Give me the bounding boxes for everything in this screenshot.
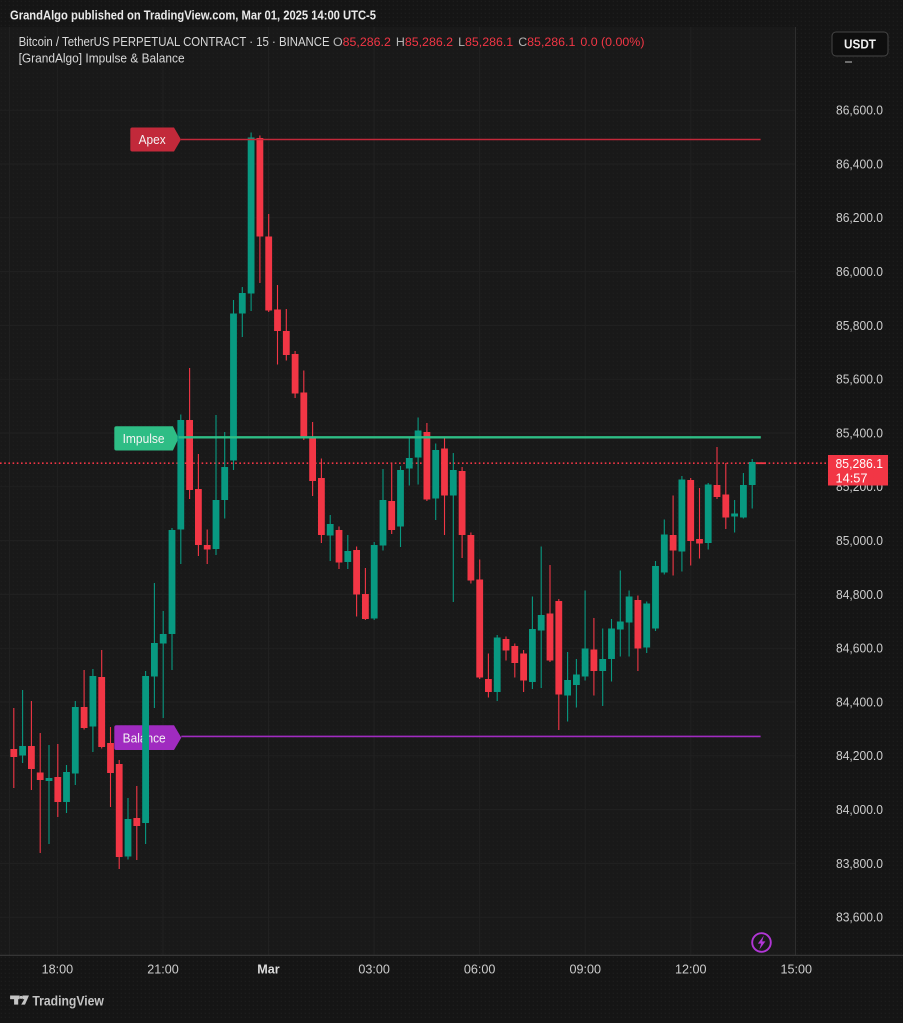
svg-text:86,400.0: 86,400.0: [836, 157, 883, 171]
svg-text:86,000.0: 86,000.0: [836, 265, 883, 279]
svg-text:USDT: USDT: [844, 37, 876, 51]
svg-text:83,800.0: 83,800.0: [836, 857, 883, 871]
svg-text:06:00: 06:00: [464, 963, 496, 977]
svg-text:85,600.0: 85,600.0: [836, 373, 883, 387]
svg-text:83,600.0: 83,600.0: [836, 911, 883, 925]
svg-text:Mar: Mar: [257, 963, 279, 977]
svg-text:84,000.0: 84,000.0: [836, 803, 883, 817]
svg-text:21:00: 21:00: [147, 963, 179, 977]
svg-text:84,200.0: 84,200.0: [836, 749, 883, 763]
svg-text:84,400.0: 84,400.0: [836, 695, 883, 709]
svg-text:12:00: 12:00: [675, 963, 707, 977]
svg-text:86,200.0: 86,200.0: [836, 211, 883, 225]
svg-text:85,400.0: 85,400.0: [836, 426, 883, 440]
svg-text:Impulse: Impulse: [123, 431, 165, 446]
svg-text:GrandAlgo published on Trading: GrandAlgo published on TradingView.com, …: [10, 8, 376, 23]
svg-text:03:00: 03:00: [358, 963, 390, 977]
svg-text:86,600.0: 86,600.0: [836, 104, 883, 118]
svg-text:Bitcoin / TetherUS PERPETUAL C: Bitcoin / TetherUS PERPETUAL CONTRACT · …: [19, 34, 330, 49]
svg-text:85,286.1: 85,286.1: [836, 456, 884, 471]
svg-text:84,800.0: 84,800.0: [836, 588, 883, 602]
svg-text:15:00: 15:00: [781, 963, 813, 977]
svg-text:[GrandAlgo] Impulse & Balance: [GrandAlgo] Impulse & Balance: [19, 51, 185, 66]
svg-text:85,800.0: 85,800.0: [836, 319, 883, 333]
svg-text:85,000.0: 85,000.0: [836, 534, 883, 548]
svg-text:14:57: 14:57: [836, 470, 868, 485]
svg-text:Apex: Apex: [139, 132, 166, 147]
svg-text:18:00: 18:00: [42, 963, 74, 977]
svg-text:84,600.0: 84,600.0: [836, 642, 883, 656]
svg-text:TradingView: TradingView: [32, 993, 104, 1009]
svg-text:09:00: 09:00: [569, 963, 601, 977]
